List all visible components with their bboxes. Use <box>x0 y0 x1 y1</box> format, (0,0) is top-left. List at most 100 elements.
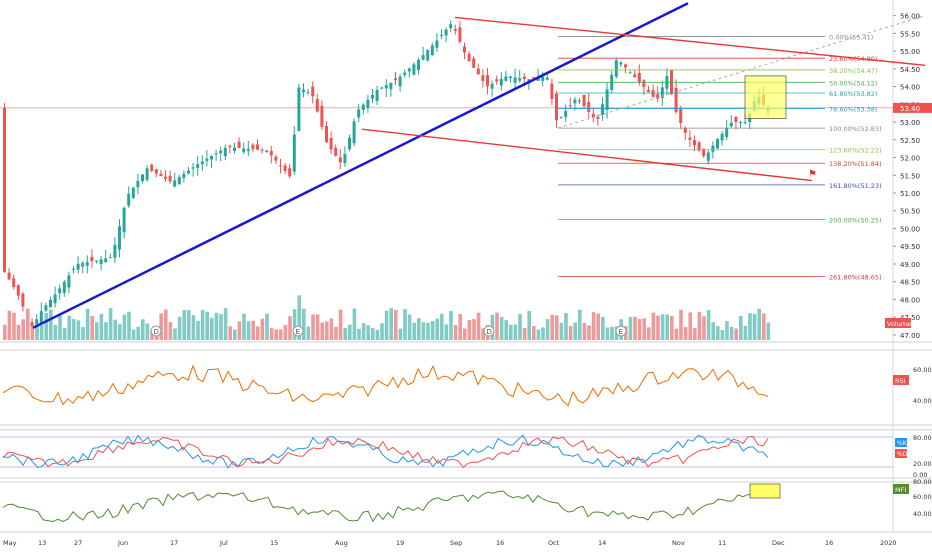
volume-bar <box>173 328 177 340</box>
volume-bar <box>476 312 481 340</box>
candle-body <box>518 78 522 81</box>
stoch-d-line <box>2 435 769 469</box>
candle-body <box>233 147 236 151</box>
event-marker-label: E <box>296 328 300 336</box>
stoch-tick: 0.00 <box>913 471 927 479</box>
stoch-d-label: %D <box>897 451 908 458</box>
candle-body <box>136 180 140 188</box>
volume-bar <box>555 315 559 340</box>
volume-bar <box>734 328 738 340</box>
x-tick-label: 13 <box>38 539 46 547</box>
fib-label: 23.60%(54.80) <box>829 55 877 63</box>
candle-body <box>743 122 747 124</box>
volume-bar <box>269 327 274 340</box>
price-tick-label: 52.00 <box>900 155 920 163</box>
price-tick-label: 50.50 <box>900 208 920 216</box>
volume-bar <box>536 329 541 340</box>
candle-body <box>256 144 259 150</box>
candle-body <box>509 76 512 78</box>
candle-body <box>453 29 457 31</box>
volume-bar <box>398 328 403 340</box>
candle-body <box>320 105 324 127</box>
x-tick-label: 16 <box>825 539 833 547</box>
mfi-line <box>2 490 769 523</box>
volume-bar <box>729 326 734 340</box>
candle-body <box>16 285 20 296</box>
candle-body <box>228 145 232 148</box>
volume-bar <box>72 319 76 340</box>
x-tick-label: 19 <box>396 539 404 547</box>
candle-body <box>628 72 632 74</box>
candle-body <box>417 60 420 70</box>
candle-body <box>173 180 177 187</box>
volume-bar <box>366 325 370 340</box>
volume-bar <box>605 327 610 340</box>
volume-bar <box>131 329 136 340</box>
volume-bar <box>504 320 508 340</box>
candle-body <box>688 137 692 140</box>
volume-bar <box>660 314 665 340</box>
candle-body <box>495 79 499 82</box>
volume-bar <box>545 319 550 340</box>
candle-body <box>141 174 144 182</box>
mfi-tick: 40.00 <box>913 510 932 518</box>
candle-body <box>223 147 227 157</box>
volume-bar <box>578 309 582 340</box>
candle-body <box>182 173 186 178</box>
volume-bar <box>141 319 145 340</box>
event-marker <box>292 325 304 337</box>
volume-bar <box>467 320 472 340</box>
candle-body <box>348 137 351 150</box>
candle-body <box>449 24 453 29</box>
candle-body <box>334 147 338 156</box>
volume-bar <box>30 325 35 340</box>
candle-body <box>591 113 595 118</box>
volume-bar <box>306 326 311 340</box>
volume-bar <box>495 312 499 340</box>
candle-body <box>389 82 393 90</box>
volume-bar <box>265 313 269 340</box>
volume-bar <box>159 313 163 340</box>
volume-bar <box>683 327 688 340</box>
mfi-highlight-box <box>749 483 781 499</box>
candle-body <box>164 176 167 179</box>
price-tick-label: 55.00 <box>900 48 920 56</box>
event-marker-label: D <box>487 328 492 336</box>
candle-body <box>476 68 480 75</box>
fib-label: 78.60%(53.38) <box>829 106 877 114</box>
volume-bar <box>688 312 692 340</box>
channel-top-line <box>454 16 926 67</box>
volume-bar <box>325 321 329 340</box>
candle-body <box>315 99 319 112</box>
volume-bar <box>633 316 637 340</box>
volume-bar <box>637 318 642 340</box>
candle-body <box>564 111 568 117</box>
last-price-badge <box>893 102 932 113</box>
candle-body <box>435 40 439 48</box>
volume-bar <box>389 308 393 340</box>
x-tick-label: Sep <box>450 539 462 547</box>
candle-body <box>407 68 411 72</box>
candle-body <box>444 29 448 36</box>
volume-bar <box>118 324 122 340</box>
candle-body <box>697 142 701 151</box>
volume-bar <box>711 322 715 340</box>
volume-bar <box>357 328 361 340</box>
candle-body <box>725 128 729 138</box>
candle-body <box>274 156 278 161</box>
volume-bar <box>706 310 711 340</box>
candle-body <box>568 105 572 107</box>
fib-label: 0.00%(55.41) <box>829 34 873 42</box>
candle-body <box>490 83 494 89</box>
candle-body <box>113 244 117 258</box>
highlight-box <box>744 75 787 119</box>
candle-body <box>463 46 466 53</box>
candle-body <box>587 102 591 112</box>
volume-bar <box>591 312 596 340</box>
candle-body <box>481 75 485 81</box>
candle-body <box>633 74 637 78</box>
candle-body <box>467 53 471 62</box>
candle-body <box>7 272 11 280</box>
volume-bar <box>412 322 416 340</box>
